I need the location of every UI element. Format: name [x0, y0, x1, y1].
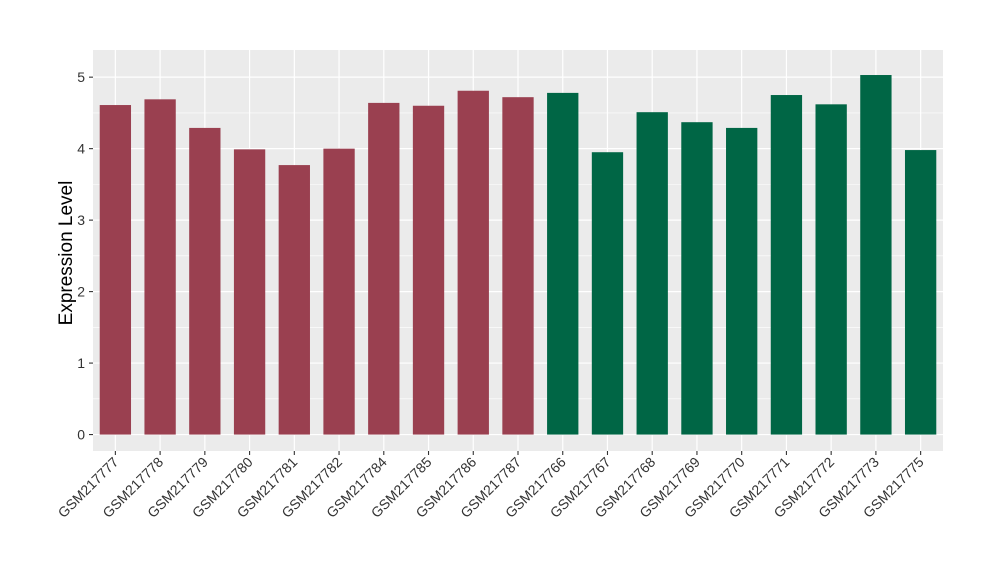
y-tick-label: 2: [77, 284, 85, 300]
y-tick-label: 4: [77, 141, 85, 157]
y-tick-label: 1: [77, 355, 85, 371]
bar-GSM217777: [99, 105, 132, 435]
bars: [99, 75, 937, 435]
bar-GSM217775: [904, 150, 937, 435]
x-axis: GSM217777GSM217778GSM217779GSM217780GSM2…: [55, 451, 927, 521]
bar-GSM217780: [233, 149, 266, 435]
y-tick-label: 5: [77, 69, 85, 85]
bar-GSM217769: [681, 122, 713, 435]
bar-GSM217768: [636, 112, 668, 435]
bar-GSM217766: [547, 92, 579, 435]
bar-GSM217772: [815, 104, 847, 435]
bar-GSM217771: [770, 95, 803, 435]
y-axis: 0 1 2 3 4 5: [77, 69, 93, 443]
bar-GSM217786: [457, 90, 489, 435]
bar-GSM217787: [502, 97, 534, 435]
bar-GSM217767: [591, 152, 624, 435]
bar-GSM217779: [189, 127, 221, 435]
bar-GSM217773: [860, 75, 892, 435]
bar-GSM217770: [726, 127, 758, 435]
y-axis-label: Expression Level: [56, 181, 77, 326]
bar-GSM217782: [323, 148, 355, 435]
y-tick-label: 3: [77, 212, 85, 228]
bar-GSM217781: [278, 165, 310, 435]
bar-GSM217785: [412, 105, 445, 435]
bar-GSM217778: [144, 99, 176, 435]
y-tick-label: 0: [77, 427, 85, 443]
bar-GSM217784: [368, 102, 400, 435]
